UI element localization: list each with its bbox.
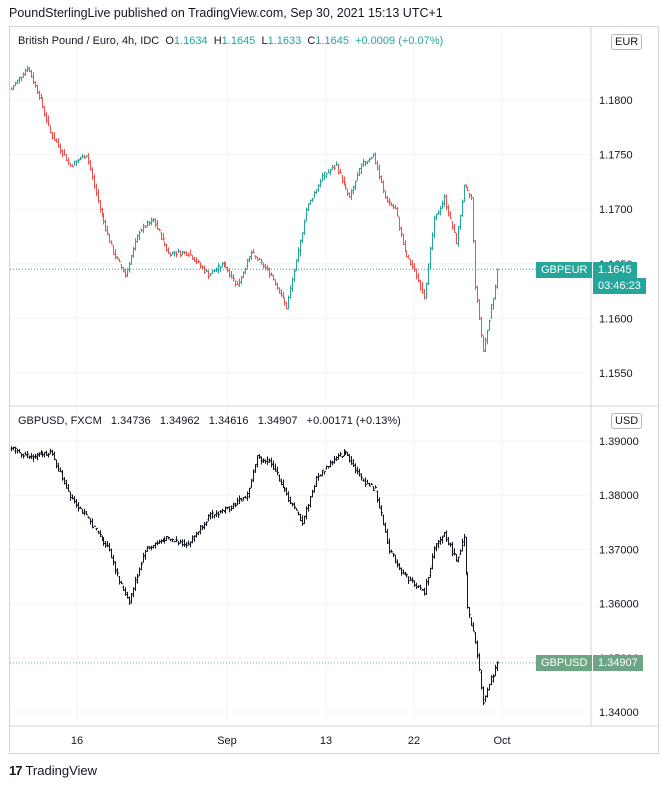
y-tick-label: 1.1800 [599, 95, 633, 107]
bottom-price-tag: 1.34907 [593, 655, 643, 671]
y-tick-label: 1.1700 [599, 204, 633, 216]
bottom-high-value: 1.34962 [159, 415, 200, 427]
y-tick-label: 1.36000 [599, 599, 639, 611]
bottom-legend-title: GBPUSD, FXCM [18, 415, 102, 427]
top-high-value: 1.1645 [221, 35, 256, 47]
y-tick-label: 1.34000 [599, 707, 639, 719]
bottom-legend: GBPUSD, FXCM 1.34736 1.34962 1.34616 1.3… [18, 415, 401, 427]
x-tick-label: 16 [71, 735, 83, 747]
footer-logo-text: TradingView [25, 763, 98, 778]
x-tick-label: Oct [493, 735, 510, 747]
bottom-currency-label[interactable]: USD [611, 413, 643, 429]
top-change: +0.0009 (+0.07%) [355, 35, 444, 47]
bottom-symbol-tag: GBPUSD [536, 655, 593, 671]
top-price-tag: 1.1645 [593, 262, 637, 278]
chart-frame[interactable] [9, 26, 659, 754]
top-low-label: L [261, 35, 268, 47]
top-high-label: H [213, 35, 222, 47]
bottom-low-value: 1.34616 [208, 415, 249, 427]
tradingview-logo-icon: 17 [9, 763, 23, 778]
footer: 17 TradingView [9, 763, 97, 778]
publish-header: PoundSterlingLive published on TradingVi… [9, 6, 443, 20]
x-tick-label: 22 [408, 735, 420, 747]
y-tick-label: 1.1550 [599, 368, 633, 380]
top-open-value: 1.1634 [173, 35, 208, 47]
bottom-change: +0.00171 (+0.13%) [306, 415, 401, 427]
y-tick-label: 1.38000 [599, 490, 639, 502]
bottom-close-value: 1.34907 [257, 415, 298, 427]
y-tick-label: 1.39000 [599, 436, 639, 448]
top-low-value: 1.1633 [267, 35, 302, 47]
bottom-open-value: 1.34736 [110, 415, 151, 427]
y-tick-label: 1.1750 [599, 150, 633, 162]
y-tick-label: 1.37000 [599, 544, 639, 556]
x-tick-label: Sep [217, 735, 237, 747]
top-countdown-tag: 03:46:23 [593, 278, 646, 294]
y-tick-label: 1.1600 [599, 313, 633, 325]
top-close-value: 1.1645 [315, 35, 349, 47]
top-symbol-tag: GBPEUR [536, 262, 593, 278]
x-tick-label: 13 [320, 735, 332, 747]
top-close-label: C [307, 35, 316, 47]
top-legend-title: British Pound / Euro, 4h, IDC [18, 35, 160, 47]
header-text: PoundSterlingLive published on TradingVi… [9, 6, 443, 20]
top-open-label: O [165, 35, 174, 47]
top-currency-label[interactable]: EUR [611, 34, 643, 50]
top-legend: British Pound / Euro, 4h, IDC O1.1634 H1… [18, 35, 443, 47]
